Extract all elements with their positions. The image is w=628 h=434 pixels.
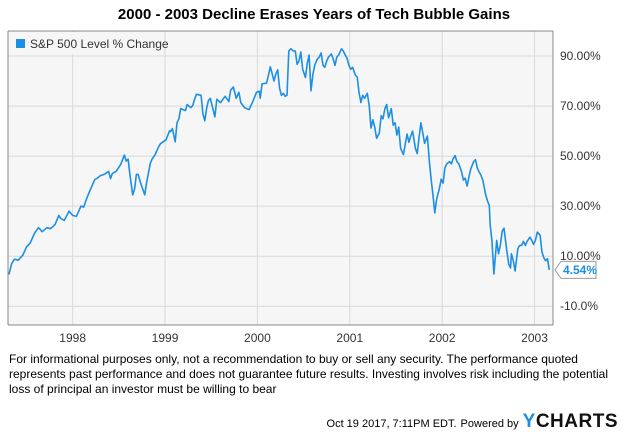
- y-tick-label: 50.00%: [560, 149, 601, 163]
- series-line-sp500: [8, 48, 551, 275]
- grid-lines: [8, 31, 553, 325]
- x-tick-label: 2001: [336, 331, 363, 345]
- legend-background: [9, 32, 151, 54]
- ycharts-logo-text: CHARTS: [535, 411, 618, 432]
- x-tick-label: 1998: [59, 331, 86, 345]
- plot-background: [8, 31, 553, 325]
- line-chart: S&P 500 Level % Change 90.00% 70.00% 50.00…: [7, 30, 601, 345]
- y-axis-ticks: 90.00% 70.00% 50.00% 30.00% 10.00% -10.0%: [560, 49, 601, 313]
- last-value-callout-box: [554, 260, 597, 279]
- legend-swatch: [16, 39, 25, 48]
- x-tick-label: 2002: [429, 331, 456, 345]
- y-tick-label: 70.00%: [560, 99, 601, 113]
- y-tick-label: -10.0%: [560, 299, 598, 313]
- timestamp: Oct 19 2017, 7:11PM EDT.: [326, 418, 457, 430]
- y-tick-label: 90.00%: [560, 49, 601, 63]
- chart-title: 2000 - 2003 Decline Erases Years of Tech…: [117, 6, 511, 23]
- y-tick-label: 10.00%: [560, 249, 601, 263]
- x-tick-label: 1999: [152, 331, 179, 345]
- ycharts-logo[interactable]: YCHARTS: [523, 411, 618, 433]
- last-value-callout: 4.54%: [554, 260, 597, 279]
- ycharts-logo-y: Y: [522, 411, 536, 432]
- legend: S&P 500 Level % Change: [9, 32, 169, 54]
- disclaimer-text: For informational purposes only, not a r…: [9, 352, 609, 396]
- x-tick-label: 2003: [521, 331, 548, 345]
- powered-by-label: Powered by: [460, 418, 519, 430]
- x-axis-ticks: 1998 1999 2000 2001 2002 2003: [59, 331, 548, 345]
- last-value-label: 4.54%: [563, 263, 597, 277]
- footer: Oct 19 2017, 7:11PM EDT. Powered by YCHA…: [327, 411, 618, 433]
- y-tick-label: 30.00%: [560, 199, 601, 213]
- legend-label: S&P 500 Level % Change: [30, 37, 169, 51]
- x-tick-label: 2000: [244, 331, 271, 345]
